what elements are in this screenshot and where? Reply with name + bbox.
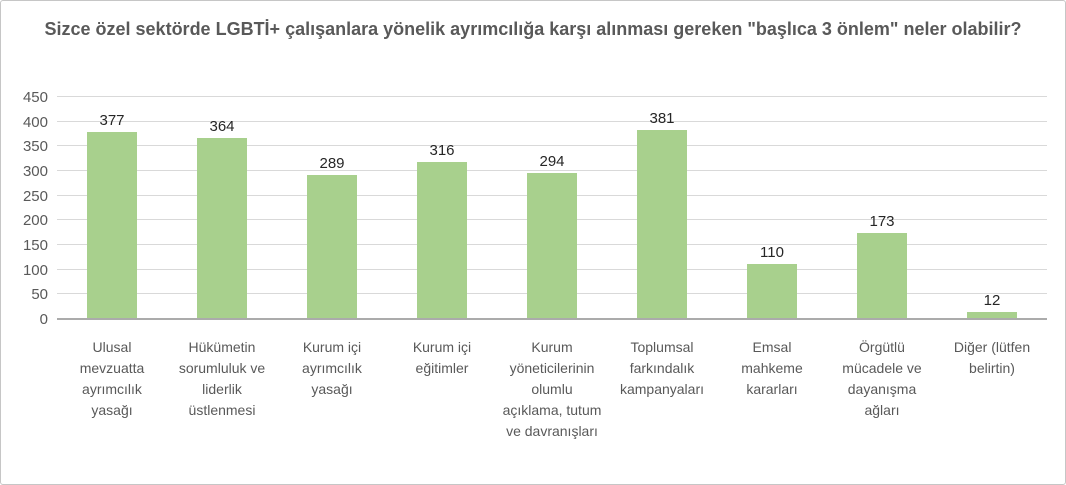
bar-column: 289 xyxy=(277,98,387,318)
y-tick-label: 0 xyxy=(39,311,48,328)
chart-title: Sizce özel sektörde LGBTİ+ çalışanlara y… xyxy=(44,19,1022,39)
gridline xyxy=(57,120,1047,122)
bar-value-label: 377 xyxy=(99,112,125,130)
bar-value-label: 316 xyxy=(429,142,455,160)
y-tick-label: 100 xyxy=(22,261,48,279)
y-tick-label: 300 xyxy=(22,163,48,180)
gridline xyxy=(57,145,1047,147)
bar xyxy=(527,172,577,318)
bar-value-label: 289 xyxy=(319,155,345,173)
x-tick-label: Örgütlü mücadele ve dayanışma ağları xyxy=(842,339,922,418)
y-tick-label: 350 xyxy=(22,138,48,156)
x-tick-label: Emsal mahkeme kararları xyxy=(741,339,803,397)
bar xyxy=(87,132,137,318)
x-tick-label: Diğer (lütfen belirtin) xyxy=(953,339,1031,376)
bar xyxy=(307,175,357,318)
bar-value-label: 173 xyxy=(869,212,895,230)
x-tick-label: Kurum içi ayrımcılık yasağı xyxy=(302,339,362,397)
y-tick-label: 450 xyxy=(22,89,48,106)
y-tick-label: 200 xyxy=(22,212,48,230)
bar-value-label: 12 xyxy=(983,292,1001,310)
bar-column: 316 xyxy=(387,98,497,318)
gridline xyxy=(57,170,1047,171)
y-tick-label: 150 xyxy=(22,237,48,254)
bar xyxy=(417,162,467,318)
bar-column: 381 xyxy=(607,98,717,318)
bar xyxy=(637,130,687,318)
gridline xyxy=(57,96,1047,97)
plot-area: 377 364 289 316 294 381 110 173 12 xyxy=(57,96,1047,320)
x-tick-label: Kurum yöneticilerinin olumlu açıklama, t… xyxy=(502,339,602,439)
x-axis-labels: Ulusal mevzuatta ayrımcılık yasağı Hüküme… xyxy=(57,337,1047,442)
y-tick-label: 400 xyxy=(22,113,48,131)
bar-value-label: 110 xyxy=(760,243,784,261)
bar xyxy=(967,312,1017,318)
bar xyxy=(197,138,247,318)
y-tick-label: 50 xyxy=(31,286,48,304)
bar-column: 173 xyxy=(827,98,937,318)
bar-column: 377 xyxy=(57,98,167,318)
y-axis: 0 50 100 150 200 250 300 350 400 450 xyxy=(11,90,57,328)
chart-body: 0 50 100 150 200 250 300 350 400 450 377 364 289 316… xyxy=(11,90,1047,328)
y-tick-label: 250 xyxy=(22,187,48,205)
bar-column: 294 xyxy=(497,98,607,318)
bars-row: 377 364 289 316 294 381 110 173 12 xyxy=(57,98,1047,318)
bar-value-label: 381 xyxy=(649,110,675,128)
x-tick-label: Hükümetin sorumluluk ve liderlik üstlenm… xyxy=(178,339,266,418)
bar-value-label: 364 xyxy=(209,118,235,136)
bar xyxy=(857,232,907,318)
x-tick-label: Kurum içi eğitimler xyxy=(412,339,472,376)
bar-column: 110 xyxy=(717,98,827,318)
x-tick-label: Ulusal mevzuatta ayrımcılık yasağı xyxy=(79,339,145,418)
bar xyxy=(747,263,797,318)
bar-value-label: 294 xyxy=(539,152,565,170)
x-tick-label: Toplumsal farkındalık kampanyaları xyxy=(619,339,705,397)
bar-column: 364 xyxy=(167,98,277,318)
bar-column: 12 xyxy=(937,98,1047,318)
